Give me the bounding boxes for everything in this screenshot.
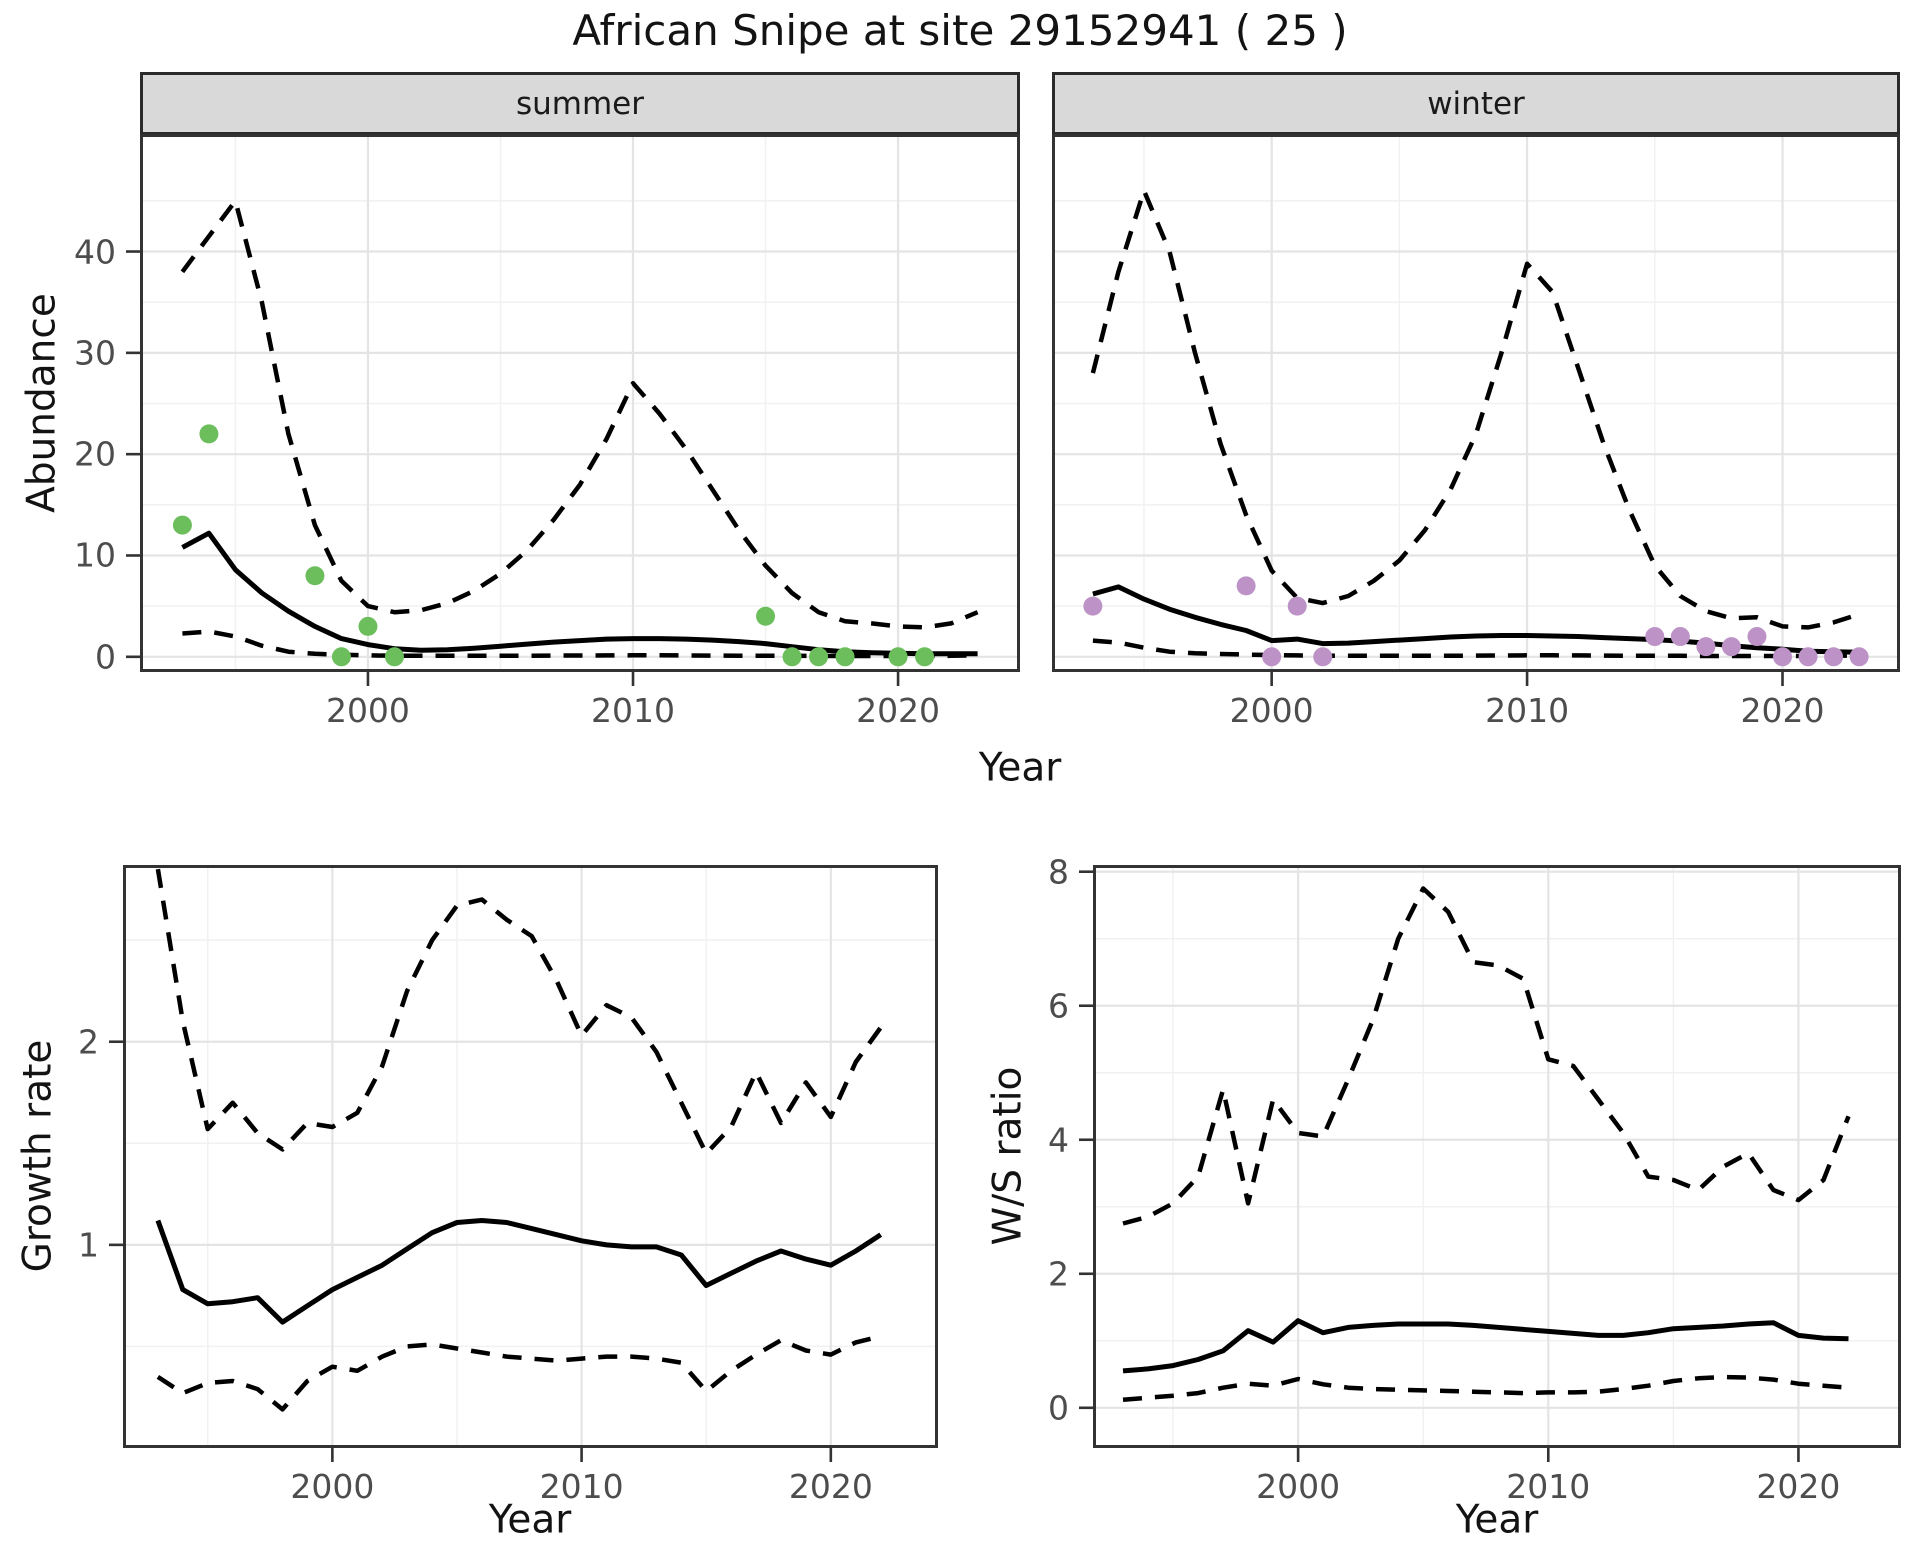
observed-winter-point — [1645, 627, 1665, 647]
upper-ci-line — [155, 868, 883, 1156]
observed-winter-point — [1696, 637, 1716, 657]
y-tick-label: 0 — [1048, 1388, 1069, 1428]
y-tick-label: 0 — [95, 637, 116, 677]
observed-winter-point — [1824, 647, 1844, 667]
observed-summer-point — [172, 515, 192, 535]
growth-rate-axis-title: Growth rate — [15, 1039, 61, 1273]
x-tick-label: 2010 — [1506, 1467, 1591, 1506]
abundance-winter-panel — [1052, 134, 1900, 686]
observed-winter-point — [1313, 647, 1333, 667]
x-tick-label: 2020 — [1740, 691, 1825, 730]
y-tick-label: 20 — [74, 434, 116, 474]
facet-strip-winter-label: winter — [1427, 85, 1525, 122]
observed-winter-point — [1287, 596, 1307, 616]
y-tick-label: 2 — [78, 1022, 99, 1062]
x-tick-label: 2010 — [591, 691, 675, 730]
x-tick-label: 2020 — [788, 1467, 873, 1506]
observed-summer-point — [331, 647, 351, 667]
growth-rate-panel — [109, 865, 938, 1462]
abundance-summer-panel — [126, 134, 1020, 686]
observed-summer-point — [782, 647, 802, 667]
x-tick-label: 2000 — [1256, 1467, 1341, 1506]
y-tick-label: 4 — [1048, 1120, 1069, 1160]
facet-strip-summer: summer — [140, 72, 1020, 135]
facet-strip-summer-label: summer — [515, 85, 644, 122]
x-tick-label: 2010 — [539, 1467, 624, 1506]
observed-summer-point — [199, 424, 219, 444]
x-tick-label: 2010 — [1485, 691, 1570, 730]
lower-ci-line — [156, 1334, 882, 1412]
y-tick-label: 2 — [1048, 1254, 1069, 1294]
observed-summer-point — [809, 647, 829, 667]
year-axis-title-bottom-left: Year — [488, 1497, 572, 1543]
panel-border — [123, 865, 938, 1448]
observed-winter-point — [1670, 627, 1690, 647]
facet-strip-winter: winter — [1052, 72, 1900, 135]
x-tick-label: 2000 — [290, 1467, 375, 1506]
y-tick-label: 8 — [1048, 852, 1069, 892]
fit-line — [181, 530, 978, 657]
observed-winter-point — [1798, 647, 1818, 667]
observed-summer-point — [756, 606, 776, 626]
observed-summer-point — [835, 647, 855, 667]
fit-line — [1122, 1318, 1849, 1374]
x-tick-label: 2000 — [325, 691, 410, 730]
upper-ci-line — [1122, 886, 1851, 1226]
observed-summer-point — [915, 647, 935, 667]
observed-winter-point — [1747, 627, 1767, 647]
y-tick-label: 10 — [74, 535, 116, 575]
panel-border — [1052, 134, 1900, 672]
y-tick-label: 1 — [78, 1225, 99, 1265]
lower-ci-line — [182, 629, 978, 659]
page-title: African Snipe at site 29152941 ( 25 ) — [572, 6, 1348, 55]
panel-border — [1093, 865, 1901, 1448]
observed-winter-point — [1083, 596, 1103, 616]
observed-winter-point — [1849, 647, 1869, 667]
ws-ratio-axis-title: W/S ratio — [985, 1066, 1031, 1246]
observed-winter-point — [1236, 576, 1256, 596]
observed-winter-point — [1721, 637, 1741, 657]
upper-ci-line — [1090, 188, 1860, 630]
x-tick-label: 2000 — [1229, 691, 1314, 730]
lower-ci-line — [1092, 638, 1860, 659]
lower-ci-line — [1122, 1374, 1849, 1403]
panel-border — [140, 134, 1020, 672]
observed-summer-point — [384, 647, 404, 667]
observed-summer-point — [305, 566, 325, 586]
year-axis-title-bottom-right: Year — [1455, 1497, 1539, 1543]
observed-winter-point — [1262, 647, 1282, 667]
y-tick-label: 40 — [74, 232, 116, 272]
x-tick-label: 2020 — [856, 691, 941, 730]
fit-line — [155, 1218, 883, 1325]
y-tick-label: 6 — [1048, 986, 1069, 1026]
y-tick-label: 30 — [74, 333, 116, 373]
abundance-axis-title: Abundance — [19, 293, 65, 513]
upper-ci-line — [180, 198, 979, 630]
year-axis-title-top: Year — [978, 745, 1062, 791]
ws-ratio-panel — [1079, 865, 1901, 1462]
observed-winter-point — [1773, 647, 1793, 667]
observed-summer-point — [888, 647, 908, 667]
observed-summer-point — [358, 616, 378, 636]
x-tick-label: 2020 — [1756, 1467, 1841, 1506]
